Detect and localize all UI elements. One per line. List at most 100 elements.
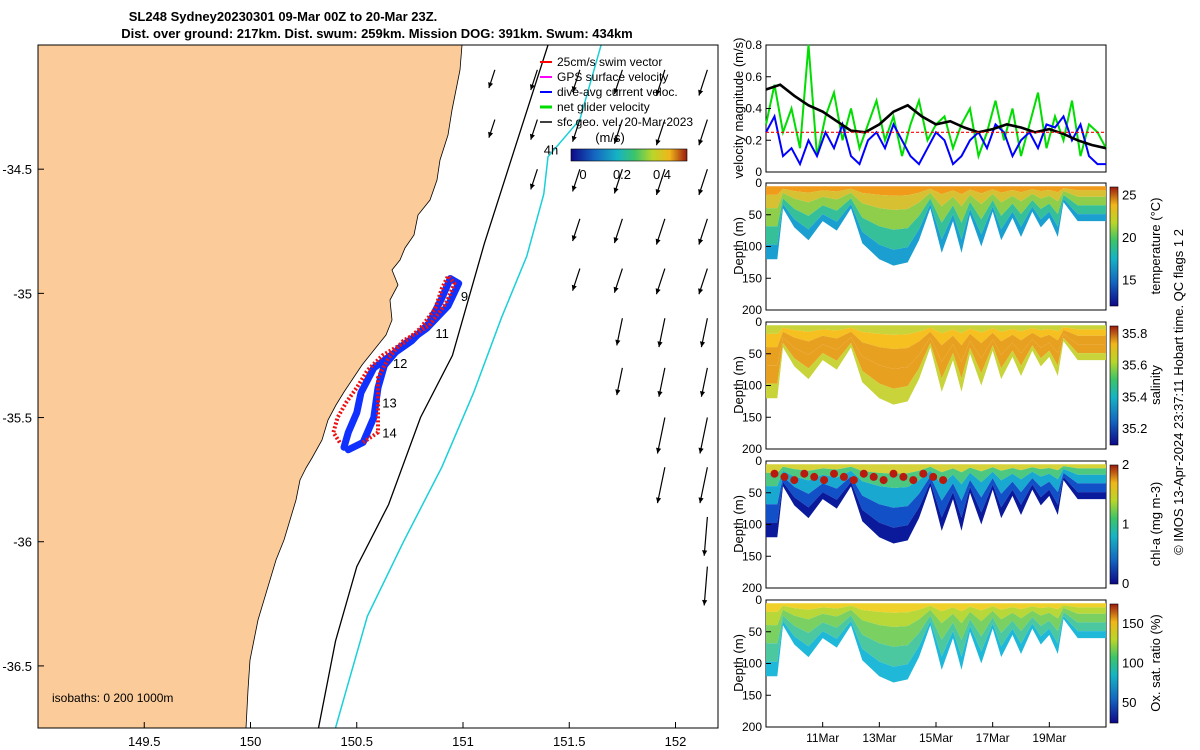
arrow-head [613,187,619,194]
imos-credit: © IMOS 13-Apr-2024 23:37:11 Hobart time.… [1171,229,1186,555]
track-red [331,274,457,445]
arrow-head [488,82,494,89]
chl-max-12 [889,469,898,478]
section-band-1-1 [766,327,1106,349]
velocity-arrow-27 [698,119,708,146]
section-band-3-2 [766,607,1106,647]
sec0-ytick-3: 150 [742,271,762,285]
sec3-cbtick-2: 150 [1122,616,1144,631]
velocity-arrow-28 [698,168,708,196]
velocity-arrow-7 [571,168,581,192]
map-ticks: 149.5 150 150.5 151 151.5 152 -34.5 -35 -35.5 -36… [2,162,686,749]
sec0-ytick-4: 200 [742,303,762,317]
arrow-shaft [699,467,708,504]
velocity-ticks: 0 0.2 0.4 0.6 0.8 [745,38,771,179]
section-band-2-0 [766,464,1106,474]
section-panel-1: 0 50 100 150 200 Depth (m) 35.2 35.4 35.6 35.8 sal… [731,315,1163,456]
velocity-arrow-36 [702,566,708,606]
chl-max-9 [859,469,868,478]
sec2-ytick-4: 200 [742,581,762,595]
arrow-head [529,183,535,190]
section-band-1-2 [766,329,1106,369]
chl-max-15 [919,469,928,478]
velocity-arrow-16 [615,367,623,396]
velocity-arrow-4 [529,168,538,190]
map-xtick-4: 151.5 [553,734,586,749]
sec0-ytick-0: 0 [755,176,762,190]
map-ytick-0: -34.5 [2,162,32,177]
vel-ytick-0: 0 [755,165,762,179]
section-band-1-0 [766,325,1106,335]
velocity-arrow-11 [613,119,623,144]
surface-velocity-arrows [488,69,708,606]
legend-swim: 25cm/s swim vector [557,55,662,69]
velocity-arrow-13 [613,218,623,244]
velocity-arrow-15 [615,318,623,346]
velocity-series-2 [765,83,1107,150]
arrow-head [698,497,704,504]
map-colorbar [570,148,688,162]
sec1-ytick-0: 0 [755,315,762,329]
velocity-arrow-17 [655,69,666,96]
velocity-arrow-20 [655,218,666,245]
sec-xtick-2: 15Mar [919,731,953,745]
colorbar-unit: (m/s) [595,130,625,145]
arrow-head [615,389,621,396]
velocity-arrow-34 [698,467,708,504]
section-band-2-2 [766,468,1106,508]
track-blue [340,275,463,454]
sec-xtick-4: 19Mar [1032,731,1066,745]
vel-ytick-3: 0.6 [745,70,762,84]
arrow-head [615,339,621,346]
sec3-ytick-1: 50 [749,625,763,639]
sec0-cbtick-2: 25 [1122,188,1136,203]
arrow-head [656,447,662,454]
velocity-axes [765,44,1107,173]
section-band-0-2 [766,190,1106,230]
velocity-arrow-10 [613,69,623,95]
section-panel-0: 0 50 100 150 200 Depth (m) 15 20 25 temperature (… [731,176,1163,317]
velocity-ylabel: velocity magnitude (m/s) [731,38,746,179]
chl-max-14 [909,476,918,485]
chl-max-3 [800,469,809,478]
map-legend: 25cm/s swim vector GPS surface velocity … [540,55,693,182]
legend-net: net glider velocity [557,100,650,114]
arrow-head [571,284,577,291]
arrow-head [702,599,708,606]
arrow-head [571,135,577,142]
sec2-ytick-3: 150 [742,549,762,563]
velocity-arrow-9 [571,268,581,291]
map-ytick-2: -35.5 [2,411,32,426]
section-band-0-1 [766,188,1106,210]
velocity-arrow-14 [613,268,623,293]
track-label-2: 12 [393,356,407,371]
arrow-head [698,288,704,295]
velocity-arrow-5 [571,69,581,93]
section-panel-2: 0 50 100 150 200 Depth (m) 0 1 2 chl-a (mg m-3) [731,454,1163,595]
title-line-1: SL248 Sydney20230301 09-Mar 00Z to 20-Ma… [129,9,438,24]
chl-max-0 [770,469,779,478]
sec1-cbtick-0: 35.2 [1122,421,1147,436]
chl-max-8 [849,476,858,485]
map-ytick-1: -35 [13,286,32,301]
arrow-head [655,89,661,96]
sec0-colorbar [1109,186,1119,307]
track-label-4: 14 [382,425,396,440]
sec1-ytick-2: 100 [742,379,762,393]
arrow-head [488,131,494,138]
velocity-arrow-0 [488,69,496,89]
velocity-arrow-22 [657,318,666,348]
sec2-ytick-0: 0 [755,454,762,468]
arrow-head [529,133,535,140]
arrow-head [698,188,704,195]
arrow-shaft [699,417,708,454]
velocity-arrow-1 [488,119,496,138]
map-xtick-5: 152 [665,734,687,749]
chl-max-17 [939,476,948,485]
arrow-head [655,288,661,295]
arrow-head [699,341,706,348]
sec3-colorbar [1109,603,1119,724]
track-label-0: 9 [461,289,468,304]
